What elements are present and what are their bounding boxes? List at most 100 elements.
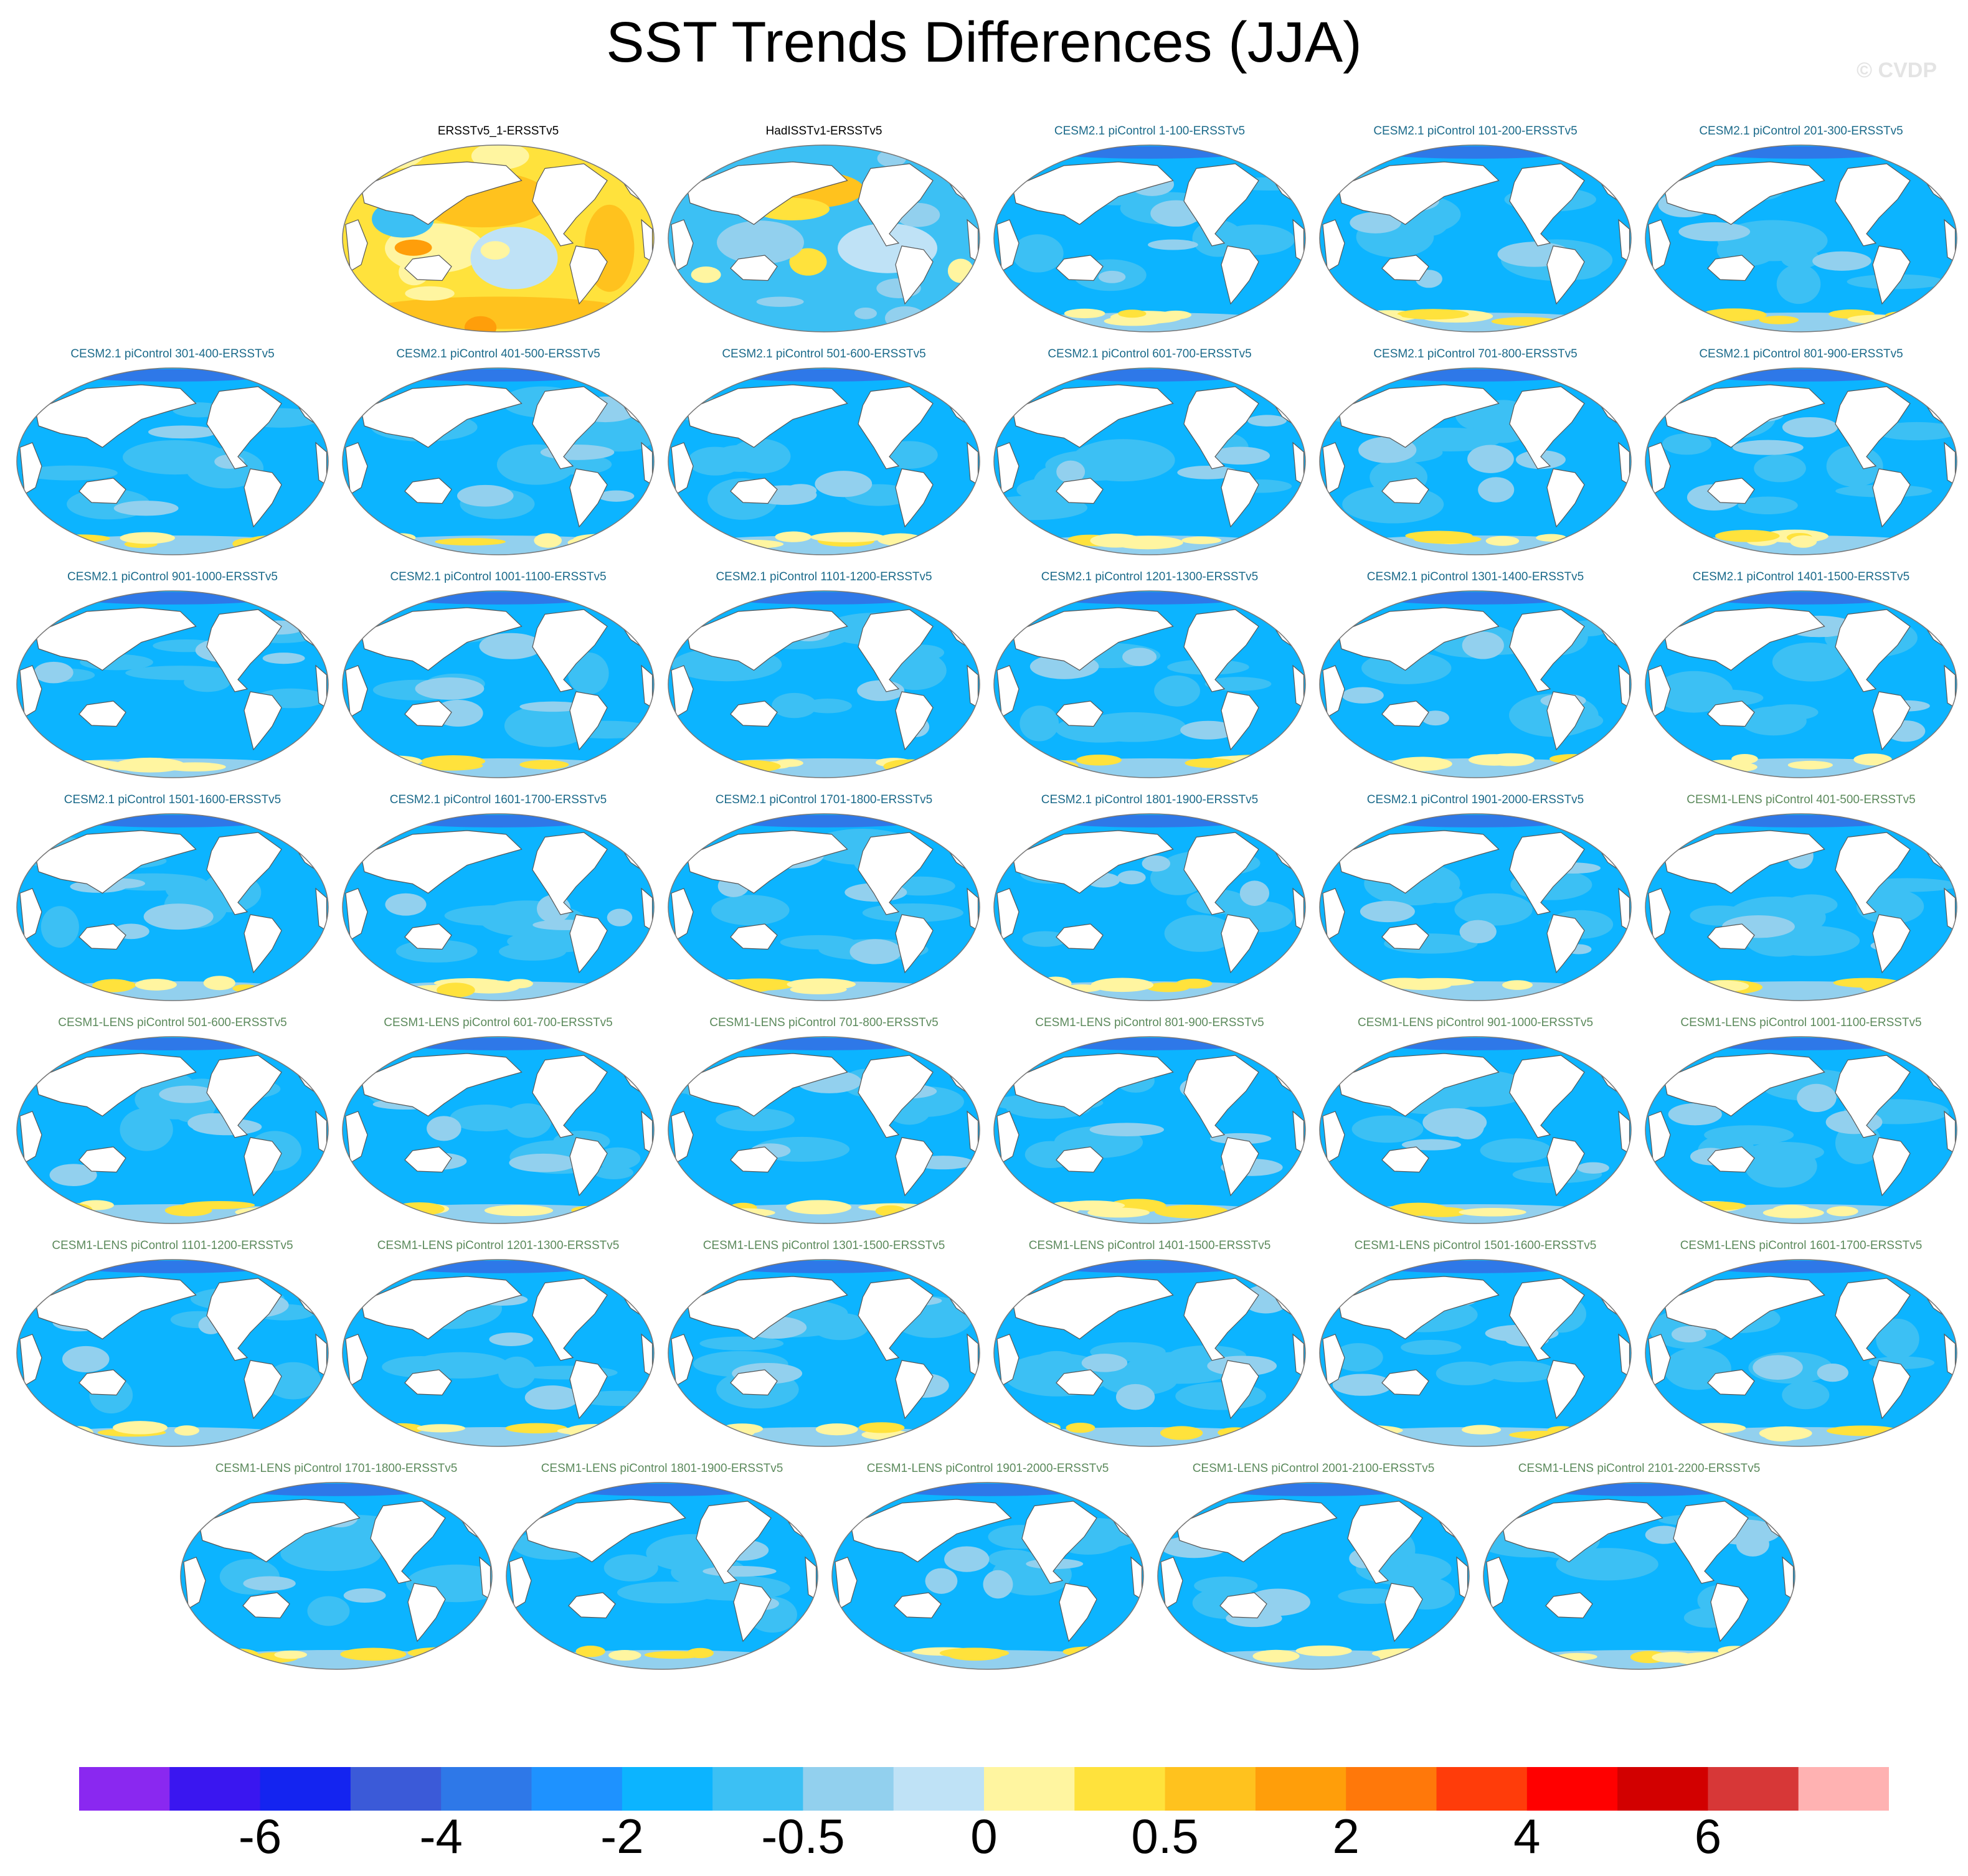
map-border [668,144,980,332]
panel-title: CESM1-LENS piControl 1901-2000-ERSSTv5 [866,1462,1109,1475]
southern-warm-patch [644,1651,704,1659]
sst-map [668,367,980,555]
land-mass [19,1334,42,1387]
southern-warm-patch [37,1428,90,1441]
chart-title: SST Trends Differences (JJA) [606,11,1362,74]
arctic-band [888,1483,1087,1496]
colorbar-swatch [79,1767,170,1811]
land-mass [1835,163,1911,247]
anomaly-patch [1115,1383,1155,1410]
map-border [668,367,980,555]
land-mass [671,442,694,495]
anomaly-patch [1762,704,1819,720]
panel-title: CESM2.1 piControl 1101-1200-ERSSTv5 [716,570,932,583]
arctic-band [1701,369,1901,382]
map-panel: CESM1-LENS piControl 901-1000-ERSSTv5 [1317,1016,1634,1228]
map-panel: CESM1-LENS piControl 501-600-ERSSTv5 [14,1016,331,1228]
panel-title: CESM1-LENS piControl 1601-1700-ERSSTv5 [1680,1239,1923,1252]
anomaly-patch [1421,710,1449,726]
anomaly-patch [729,438,791,474]
anomaly-patch [1776,264,1821,304]
sst-map [668,144,980,332]
land-mass [404,700,452,727]
anomaly-patch [815,471,873,497]
southern-warm-patch [1715,529,1780,542]
southern-warm-patch [51,534,110,543]
land-mass [1872,914,1911,974]
anomaly-patch [711,895,790,926]
anomaly-patch [988,1549,1037,1568]
map-border [668,813,980,1001]
sst-map [993,367,1306,555]
sst-map [993,1036,1306,1224]
land-mass [1183,1055,1259,1138]
map-panel: CESM2.1 piControl 1601-1700-ERSSTv5 [339,793,657,1005]
land-mass [1648,1111,1671,1164]
arctic-band [237,1483,436,1496]
southern-warm-patch [1853,753,1892,766]
colorbar-swatch [622,1767,713,1811]
anomaly-patch [427,1116,461,1141]
southern-warm-patch [49,1202,93,1217]
land-mass [895,245,934,305]
colorbar-tick-label: 6 [1694,1809,1722,1864]
anomaly-patch [1671,1326,1706,1343]
anomaly-patch [1012,234,1064,273]
southern-warm-patch [1556,1652,1597,1661]
sst-map [1319,813,1632,1001]
anomaly-patch [1556,1548,1658,1581]
arctic-band [1050,369,1249,382]
anomaly-patch [1454,893,1533,926]
anomaly-patch [113,501,179,516]
colorbar-swatch [1165,1767,1256,1811]
land-mass [1183,1278,1259,1361]
anomaly-patch [498,1356,536,1388]
map-panel: CESM1-LENS piControl 1601-1700-ERSSTv5 [1642,1239,1960,1451]
panel-title: CESM2.1 piControl 1001-1100-ERSSTv5 [390,570,607,583]
land-mass [671,888,694,941]
panel-title: HadISSTv1-ERSSTv5 [765,125,882,138]
map-border [668,590,980,778]
anomaly-patch [1782,1380,1830,1410]
southern-warm-patch [1350,1425,1391,1438]
panel-title: CESM1-LENS piControl 1501-1600-ERSSTv5 [1354,1239,1597,1252]
colorbar-swatch [531,1767,623,1811]
land-mass [1663,1053,1825,1117]
southern-warm-patch [1787,760,1833,770]
land-mass [1012,607,1174,671]
southern-warm-patch [557,1427,607,1435]
sst-map [1319,590,1632,778]
colorbar-swatch [1798,1767,1889,1811]
anomaly-patch [598,490,635,502]
land-mass [1219,1592,1267,1619]
panel-title: CESM2.1 piControl 1901-2000-ERSSTv5 [1366,793,1584,806]
map-panel: CESM1-LENS piControl 401-500-ERSSTv5 [1642,793,1960,1005]
land-mass [895,1360,934,1420]
land-mass [78,1146,126,1173]
land-mass [1381,1369,1429,1396]
land-mass [404,923,452,950]
anomaly-patch [1142,856,1171,872]
panel-title: CESM2.1 piControl 701-800-ERSSTv5 [1373,347,1578,361]
arctic-band [73,369,272,382]
anomaly-patch [1117,870,1146,885]
sst-map [668,1259,980,1447]
anomaly-patch [1875,422,1957,441]
land-mass [1835,1055,1911,1138]
southern-warm-patch [274,1650,307,1659]
land-mass [686,1276,848,1340]
southern-warm-patch [1104,316,1163,326]
map-border [1319,1259,1632,1447]
land-mass [532,609,608,692]
arctic-band [1701,146,1901,159]
land-mass [1221,1360,1259,1420]
southern-warm-patch [1549,754,1594,764]
southern-warm-patch [115,757,186,773]
land-mass [895,1137,934,1197]
sst-map [16,367,329,555]
land-mass [361,607,523,671]
sst-map [342,813,655,1001]
arctic-band [724,1260,924,1273]
land-mass [1012,384,1174,448]
anomaly-patch [594,1166,633,1179]
